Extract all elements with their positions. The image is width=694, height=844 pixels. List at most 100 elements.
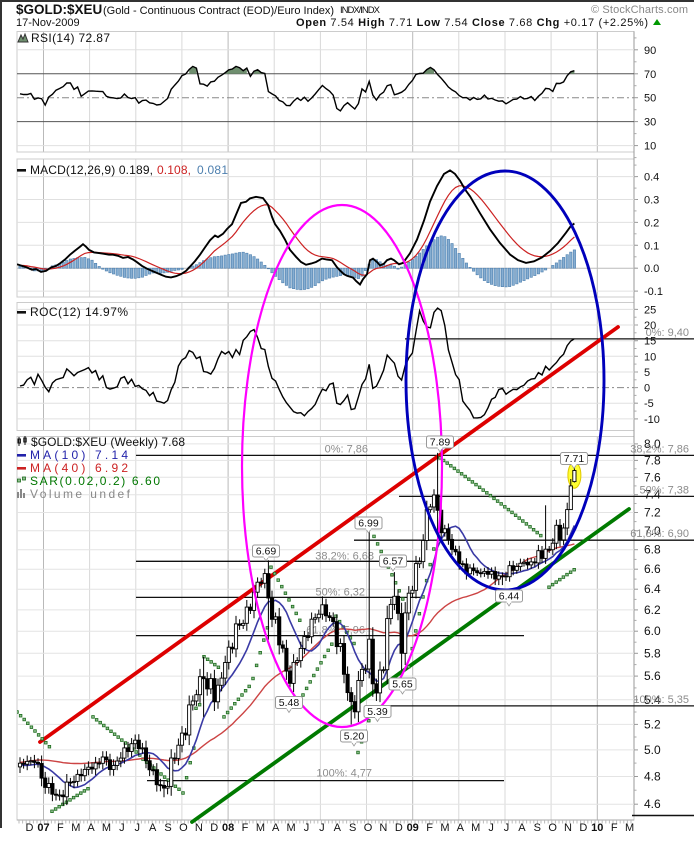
svg-text:08: 08	[222, 822, 234, 834]
svg-text:-5: -5	[644, 398, 654, 410]
svg-text:M: M	[256, 822, 265, 834]
svg-text:7.2: 7.2	[644, 506, 661, 520]
svg-text:Open 7.54 High 7.71 Low 7.54 C: Open 7.54 High 7.71 Low 7.54 Close 7.68 …	[296, 17, 648, 29]
svg-text:-10: -10	[644, 414, 660, 426]
svg-text:07: 07	[37, 822, 49, 834]
svg-text:0: 0	[644, 383, 650, 395]
svg-text:J: J	[319, 822, 325, 834]
svg-text:J: J	[119, 822, 125, 834]
svg-text:ROC(12) 14.97%: ROC(12) 14.97%	[30, 305, 128, 319]
svg-text:0.4: 0.4	[644, 172, 659, 184]
svg-text:M: M	[71, 822, 80, 834]
svg-text:0%: 9,40: 0%: 9,40	[646, 327, 689, 339]
svg-text:6.2: 6.2	[644, 603, 661, 617]
svg-text:$GOLD:$XEU: $GOLD:$XEU	[16, 2, 102, 17]
svg-text:N: N	[379, 822, 387, 834]
svg-text:5.48: 5.48	[279, 697, 300, 709]
svg-text:0.108,: 0.108,	[157, 163, 191, 177]
svg-text:M: M	[440, 822, 449, 834]
svg-text:10: 10	[644, 351, 656, 363]
svg-text:-0.1: -0.1	[644, 286, 663, 298]
svg-text:D: D	[210, 822, 218, 834]
svg-text:5: 5	[644, 367, 650, 379]
svg-text:A: A	[518, 822, 526, 834]
svg-text:50: 50	[644, 93, 656, 105]
svg-text:7.4: 7.4	[644, 488, 661, 502]
svg-text:0.1: 0.1	[644, 240, 659, 252]
svg-text:(Gold - Continuous Contract (E: (Gold - Continuous Contract (EOD)/Euro I…	[103, 5, 334, 17]
svg-text:J: J	[488, 822, 494, 834]
svg-text:7.89: 7.89	[430, 437, 451, 449]
svg-text:J: J	[304, 822, 310, 834]
svg-text:6.0: 6.0	[644, 624, 661, 638]
svg-text:7.71: 7.71	[564, 453, 585, 465]
svg-text:30: 30	[644, 117, 656, 129]
svg-text:M: M	[102, 822, 111, 834]
svg-text:A: A	[87, 822, 95, 834]
svg-text:7.6: 7.6	[644, 470, 661, 484]
svg-text:7.8: 7.8	[644, 453, 661, 467]
svg-text:38,2%: 7,86: 38,2%: 7,86	[630, 443, 689, 455]
svg-text:5.65: 5.65	[392, 679, 413, 691]
svg-text:A: A	[457, 822, 465, 834]
svg-text:6.44: 6.44	[499, 591, 520, 603]
svg-text:6.57: 6.57	[383, 556, 404, 568]
svg-text:7.0: 7.0	[644, 524, 661, 538]
svg-text:O: O	[548, 822, 557, 834]
svg-text:S: S	[534, 822, 541, 834]
svg-text:D: D	[26, 822, 34, 834]
svg-text:A: A	[149, 822, 157, 834]
svg-text:09: 09	[407, 822, 419, 834]
svg-text:4.8: 4.8	[644, 770, 661, 784]
svg-text:$GOLD:$XEU (Weekly) 7.68: $GOLD:$XEU (Weekly) 7.68	[31, 435, 185, 449]
svg-text:90: 90	[644, 45, 656, 57]
svg-text:RSI(14) 72.87: RSI(14) 72.87	[31, 31, 110, 45]
svg-text:M: M	[471, 822, 480, 834]
svg-text:S: S	[164, 822, 171, 834]
svg-text:M: M	[287, 822, 296, 834]
svg-text:0.0: 0.0	[644, 263, 659, 275]
svg-text:100%: 5,35: 100%: 5,35	[633, 694, 689, 706]
svg-text:INDX/INDX: INDX/INDX	[340, 5, 381, 16]
svg-text:17-Nov-2009: 17-Nov-2009	[16, 17, 80, 29]
svg-text:F: F	[57, 822, 64, 834]
svg-text:10: 10	[591, 822, 603, 834]
svg-text:4.6: 4.6	[644, 797, 661, 811]
svg-text:38,2%: 6,68: 38,2%: 6,68	[315, 550, 374, 562]
svg-text:50%: 7,38: 50%: 7,38	[639, 484, 689, 496]
svg-text:O: O	[179, 822, 188, 834]
svg-text:S: S	[349, 822, 356, 834]
svg-text:D: D	[395, 822, 403, 834]
svg-text:50%: 6,32: 50%: 6,32	[315, 586, 365, 598]
svg-text:8.0: 8.0	[644, 437, 661, 451]
svg-text:6.8: 6.8	[644, 543, 661, 557]
svg-text:A: A	[334, 822, 342, 834]
svg-text:6.69: 6.69	[256, 546, 277, 558]
svg-text:N: N	[195, 822, 203, 834]
svg-text:5.6: 5.6	[644, 669, 661, 683]
svg-text:5.20: 5.20	[344, 731, 365, 743]
svg-text:6.99: 6.99	[358, 518, 379, 530]
svg-text:A: A	[272, 822, 280, 834]
svg-text:N: N	[564, 822, 572, 834]
svg-text:5.2: 5.2	[644, 717, 661, 731]
svg-text:25: 25	[644, 304, 656, 316]
svg-text:M: M	[625, 822, 634, 834]
svg-text:0.3: 0.3	[644, 195, 659, 207]
svg-text:F: F	[242, 822, 249, 834]
svg-text:J: J	[504, 822, 510, 834]
svg-text:5.39: 5.39	[367, 706, 388, 718]
svg-text:D: D	[579, 822, 587, 834]
svg-text:100%: 4,77: 100%: 4,77	[316, 768, 372, 780]
svg-text:6.4: 6.4	[644, 582, 661, 596]
svg-text:6.6: 6.6	[644, 562, 661, 576]
svg-text:F: F	[611, 822, 618, 834]
svg-text:20: 20	[644, 320, 656, 332]
svg-text:61,8%: 6,90: 61,8%: 6,90	[630, 528, 689, 540]
svg-text:5.0: 5.0	[644, 743, 661, 757]
svg-text:0.2: 0.2	[644, 217, 659, 229]
svg-text:F: F	[426, 822, 433, 834]
svg-text:MACD(12,26,9) 0.189,: MACD(12,26,9) 0.189,	[30, 163, 153, 177]
svg-text:J: J	[135, 822, 141, 834]
svg-text:Volume undef: Volume undef	[30, 487, 131, 501]
